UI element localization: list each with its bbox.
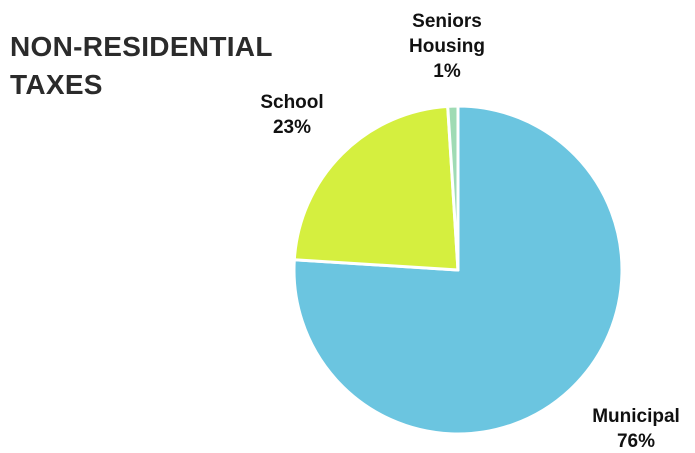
chart-title-line-1: NON-RESIDENTIAL xyxy=(10,31,273,62)
pie-slice-1 xyxy=(292,104,624,436)
pie-slice-2 xyxy=(292,104,460,272)
slice-2-label: School xyxy=(260,92,323,113)
slice-2-pct-label: 23% xyxy=(273,117,311,138)
pie-slice-3 xyxy=(446,104,460,272)
slice-1-pct-label: 76% xyxy=(617,431,655,452)
slice-3-label: Seniors xyxy=(412,11,482,32)
slice-3-pct-label: 1% xyxy=(433,61,461,82)
chart-title-line-2: TAXES xyxy=(10,69,103,100)
chart-title: NON-RESIDENTIAL TAXES xyxy=(10,28,273,104)
slice-3-label: Housing xyxy=(409,36,485,57)
slice-1-label: Municipal xyxy=(592,406,680,427)
